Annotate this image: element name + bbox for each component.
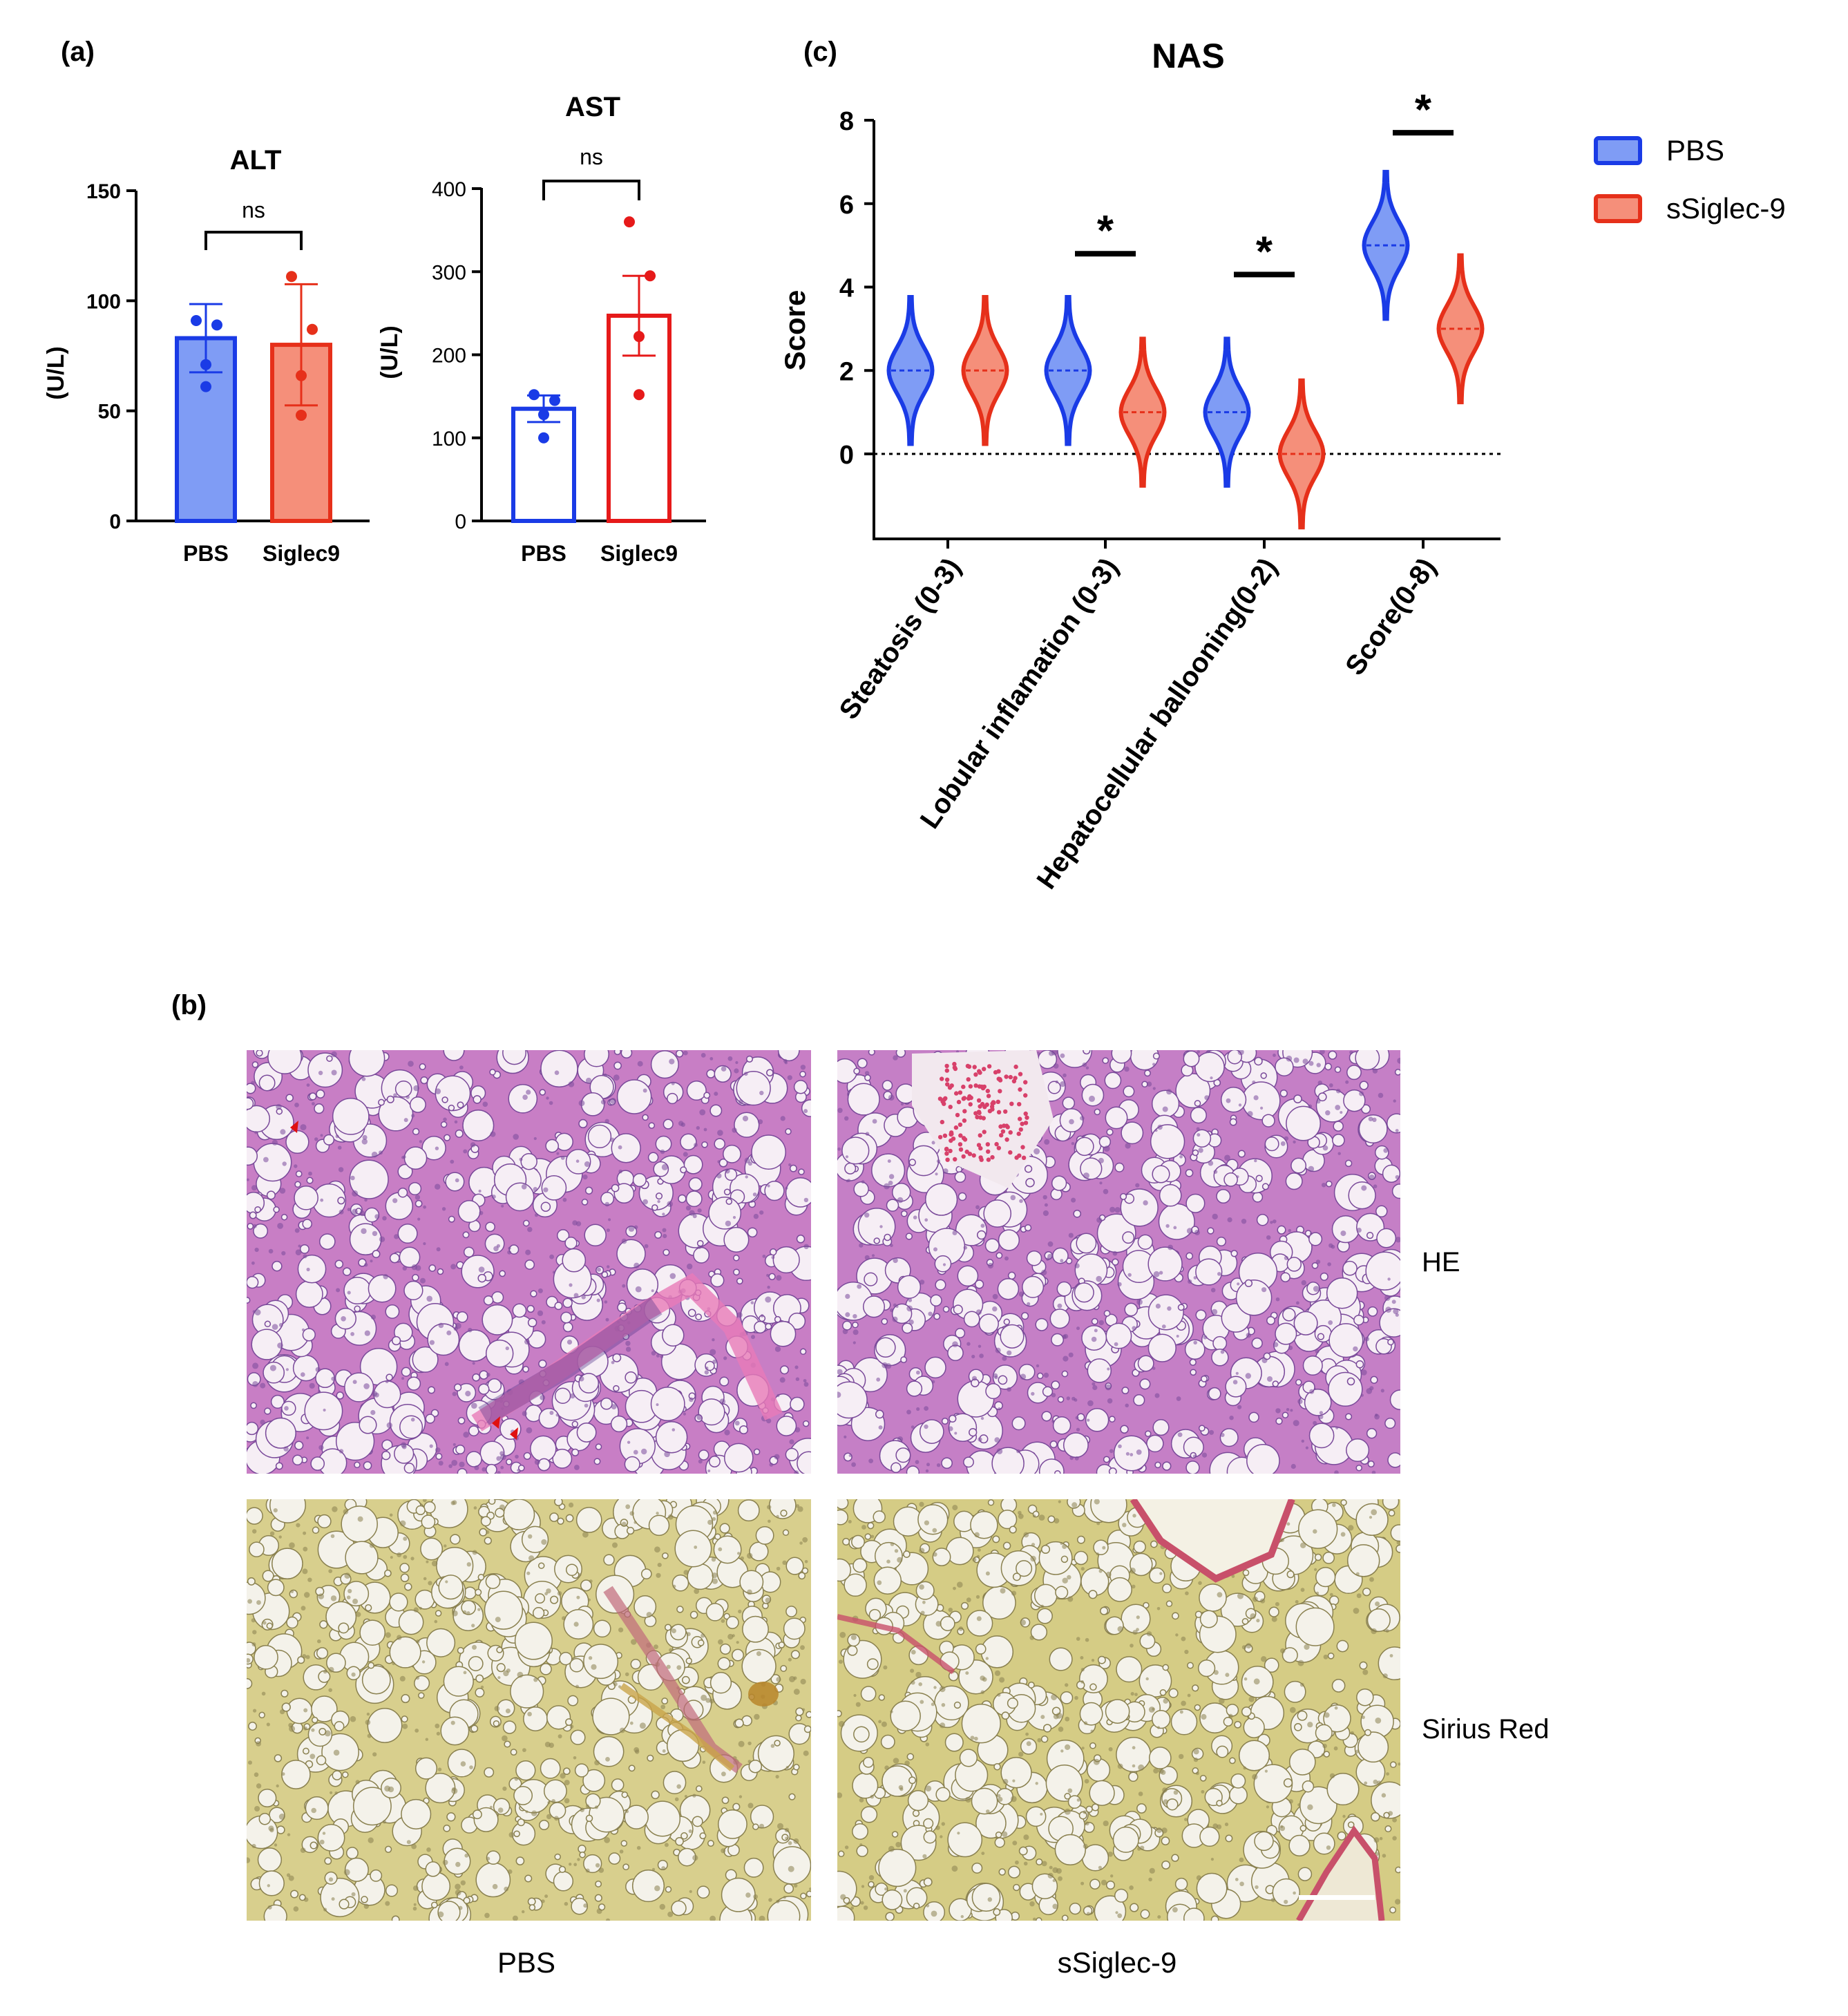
ast-title: AST	[565, 92, 620, 122]
ytick-label: 300	[432, 261, 466, 284]
xtick-label: Steatosis (0-3)	[834, 553, 967, 725]
col-label-pbs: PBS	[497, 1946, 555, 1979]
bar-pbs	[511, 406, 576, 523]
significance-star: *	[1256, 228, 1273, 276]
ast-marks	[511, 216, 671, 523]
data-point	[538, 409, 549, 421]
data-point	[296, 410, 307, 421]
nas-ylabel: Score	[779, 290, 811, 371]
ytick-label: 4	[839, 274, 854, 303]
nas-significance: * * *	[1075, 86, 1454, 278]
data-point	[211, 319, 222, 331]
ytick-label: 400	[432, 178, 466, 201]
data-point	[191, 315, 202, 327]
panel-b-label: (b)	[171, 990, 207, 1020]
data-point	[296, 370, 307, 381]
panel-a-label: (a)	[61, 37, 95, 67]
data-point	[549, 394, 560, 406]
legend-label-pbs: PBS	[1666, 134, 1724, 167]
legend-swatch-pbs	[1594, 136, 1642, 165]
ast-xtick-siglec9: Siglec9	[600, 541, 678, 566]
nas-chart: NAS Score 0 2 4 6 8 Steatosis (0-3)Lobular i…	[779, 37, 1786, 895]
ytick-label: 200	[432, 345, 466, 368]
row-label-sirius-red: Sirius Red	[1422, 1714, 1550, 1744]
alt-chart: ALT (U/L) 0 50 100 150 PBS Siglec9 ns	[43, 145, 370, 566]
alt-ticks: 0 50 100 150	[86, 180, 136, 533]
data-point	[528, 389, 540, 401]
ast-ticks: 0 100 200 300 400	[432, 178, 482, 533]
data-point	[645, 270, 656, 282]
data-point	[624, 216, 635, 228]
arrowhead-1	[290, 1121, 298, 1133]
alt-significance-bracket	[204, 231, 303, 250]
data-point	[307, 323, 318, 335]
scale-bar	[1299, 1895, 1375, 1900]
sirius-ssiglec9-image	[837, 1499, 1400, 1921]
legend-label-ssiglec9: sSiglec-9	[1666, 192, 1786, 225]
micrograph-grid: HE Sirius Red PBS sSiglec-9	[247, 1050, 1550, 1979]
arrowhead-2	[492, 1416, 500, 1429]
ast-xtick-pbs: PBS	[521, 541, 566, 566]
xtick-label: Score(0-8)	[1340, 553, 1442, 681]
row-label-he: HE	[1422, 1247, 1460, 1277]
ast-ylabel: (U/L)	[377, 325, 403, 379]
nas-marks	[886, 169, 1485, 530]
ytick-label: 6	[839, 191, 854, 220]
col-label-ssiglec9: sSiglec-9	[1058, 1946, 1177, 1979]
ytick-label: 8	[839, 107, 854, 136]
alt-title: ALT	[230, 145, 282, 175]
ytick-label: 0	[455, 511, 466, 533]
ytick-label: 100	[432, 428, 466, 450]
ast-significance-label: ns	[580, 144, 603, 169]
he-ssiglec9-image	[837, 1050, 1400, 1474]
ytick-label: 150	[86, 180, 121, 203]
alt-xtick-pbs: PBS	[183, 541, 229, 566]
data-point	[538, 432, 549, 444]
significance-star: *	[1097, 207, 1114, 255]
data-point	[634, 389, 645, 401]
sirius-pbs-image	[247, 1499, 811, 1921]
significance-star: *	[1415, 86, 1432, 134]
legend-swatch-ssiglec9	[1594, 194, 1642, 223]
panel-c-label: (c)	[803, 37, 837, 67]
alt-xtick-siglec9: Siglec9	[263, 541, 340, 566]
alt-marks	[175, 271, 332, 524]
data-point	[634, 331, 645, 343]
ytick-label: 0	[839, 441, 854, 470]
ytick-label: 0	[109, 511, 121, 533]
ast-chart: AST (U/L) 0 100 200 300 400 PBS Siglec9 ns	[377, 92, 706, 566]
ytick-label: 50	[98, 401, 121, 424]
ytick-label: 2	[839, 357, 854, 386]
data-point	[200, 359, 211, 370]
alt-ylabel: (U/L)	[43, 346, 69, 399]
ast-significance-bracket	[542, 180, 640, 200]
arrowhead-3	[510, 1427, 518, 1440]
nas-ticks: 0 2 4 6 8	[839, 107, 1425, 549]
data-point	[286, 271, 297, 283]
data-point	[200, 381, 211, 392]
nas-xlabels: Steatosis (0-3)Lobular inflamation (0-3)…	[834, 553, 1442, 895]
nas-legend: PBS sSiglec-9	[1594, 134, 1786, 225]
nas-title: NAS	[1152, 37, 1225, 75]
ytick-label: 100	[86, 290, 121, 313]
he-pbs-image	[247, 1050, 811, 1474]
alt-significance-label: ns	[242, 198, 265, 222]
